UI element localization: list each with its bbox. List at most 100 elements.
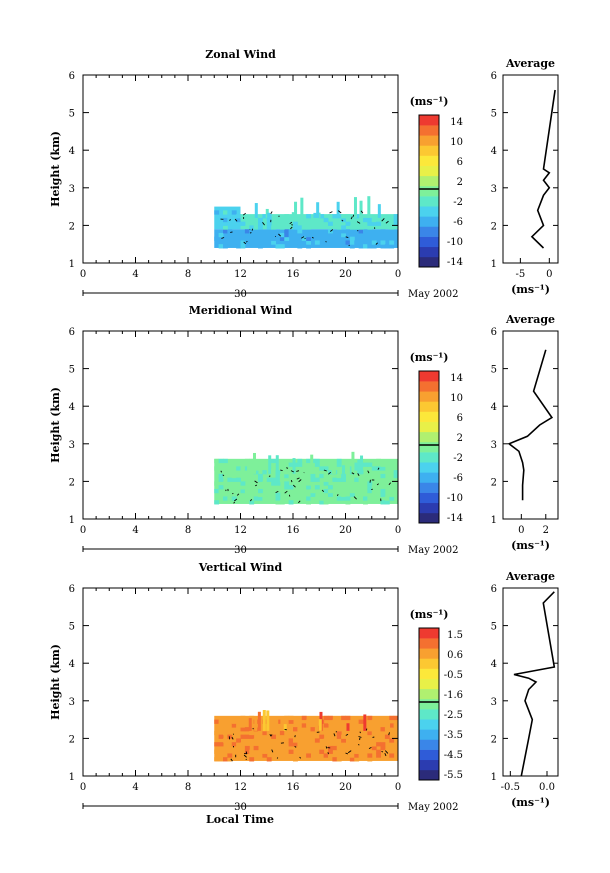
heatmap-cell — [371, 496, 377, 501]
heatmap-cell — [323, 217, 329, 223]
heatmap-cell — [380, 477, 386, 482]
heatmap-cell — [384, 244, 390, 249]
heatmap-cell — [240, 742, 246, 747]
y-tick-label: 4 — [69, 659, 75, 670]
heatmap-cell — [389, 240, 395, 245]
colorbar-swatch — [419, 196, 439, 207]
heatmap-cell — [258, 236, 263, 241]
colorbar-swatch — [419, 739, 439, 750]
x-tick-label: 16 — [287, 525, 300, 536]
heatmap-cell — [214, 210, 220, 215]
heatmap-cell — [231, 723, 237, 728]
y-tick-label: 4 — [69, 402, 75, 413]
heatmap-cell — [279, 473, 285, 479]
heatmap-cell — [328, 488, 333, 494]
heatmap-cell — [306, 236, 311, 241]
heatmap-cell — [240, 481, 246, 486]
heatmap-cell — [380, 229, 386, 234]
heatmap-spike — [267, 212, 271, 218]
heatmap-cell — [279, 462, 285, 467]
heatmap-cell — [223, 738, 228, 743]
heatmap-cell — [323, 221, 329, 226]
heatmap-cell — [358, 719, 364, 724]
heatmap-cell — [367, 240, 373, 245]
heatmap-cell — [345, 496, 351, 501]
heatmap-cell — [284, 745, 290, 751]
heatmap-cell — [236, 477, 241, 482]
heatmap-cell — [349, 225, 355, 230]
avg-y-tick-label: 5 — [491, 622, 497, 633]
heatmap-cell — [297, 229, 303, 234]
heatmap-cell — [240, 466, 246, 471]
heatmap-cell — [297, 477, 303, 482]
colorbar-swatch — [419, 678, 439, 690]
heatmap-cell — [367, 488, 373, 494]
heatmap-cell — [258, 492, 263, 497]
heatmap-cell — [297, 473, 303, 479]
heatmap-cell — [341, 738, 346, 743]
heatmap-cell — [358, 753, 364, 758]
day-label: 30 — [234, 289, 247, 300]
heatmap-cell — [301, 727, 307, 732]
heatmap-cell — [262, 470, 268, 475]
heatmap-cell — [293, 727, 298, 732]
colorbar-swatch — [419, 155, 439, 166]
heatmap-cell — [363, 229, 368, 234]
colorbar-tick-label: 10 — [450, 137, 463, 148]
heatmap-cell — [293, 240, 298, 245]
heatmap-cell — [258, 488, 263, 494]
heatmap-cell — [323, 488, 329, 494]
heatmap-cell — [306, 240, 311, 245]
heatmap-cell — [227, 477, 233, 482]
heatmap-cell — [389, 738, 395, 743]
heatmap-cell — [354, 749, 360, 754]
heatmap-cell — [306, 466, 311, 471]
heatmap-cell — [354, 745, 360, 751]
heatmap-cell — [297, 753, 303, 758]
heatmap-cell — [341, 496, 346, 501]
heatmap-cell — [376, 753, 381, 758]
heatmap-cell — [341, 745, 346, 751]
heatmap-cell — [227, 236, 233, 241]
heatmap-cell — [223, 229, 228, 234]
colorbar-swatch — [419, 648, 439, 659]
heatmap-cell — [314, 485, 320, 490]
heatmap-cell — [279, 500, 285, 505]
heatmap-cell — [367, 485, 373, 490]
heatmap-spike — [254, 203, 258, 218]
heatmap-cell — [249, 473, 255, 479]
heatmap-cell — [236, 719, 241, 724]
avg-y-tick-label: 1 — [491, 515, 497, 526]
heatmap-cell — [227, 734, 233, 739]
heatmap-cell — [328, 745, 333, 751]
heatmap-cell — [240, 723, 246, 728]
heatmap-cell — [231, 477, 237, 482]
heatmap-cell — [389, 723, 395, 728]
heatmap-cell — [363, 500, 368, 505]
heatmap-cell — [236, 240, 241, 245]
heatmap-cell — [336, 730, 342, 736]
x-tick-label: 4 — [132, 782, 138, 793]
colorbar-swatch — [419, 749, 439, 761]
heatmap-cell — [367, 757, 373, 762]
heatmap-spike — [313, 212, 317, 218]
avg-x-tick-label: 0.0 — [539, 782, 555, 793]
heatmap-cell — [380, 240, 386, 245]
heatmap-cell — [323, 477, 329, 482]
colorbar-frame — [418, 114, 440, 268]
colorbar-swatch — [419, 698, 439, 710]
heatmap-cell — [231, 742, 237, 747]
y-axis-label: Height (km) — [49, 131, 62, 207]
heatmap-cell — [319, 500, 325, 505]
x-tick-label: 16 — [287, 269, 300, 280]
heatmap-cell — [275, 244, 281, 249]
heatmap-cell — [336, 229, 342, 234]
heatmap-cell — [223, 481, 228, 486]
colorbar-tick-label: 14 — [450, 117, 463, 128]
heatmap-cell — [341, 734, 346, 739]
heatmap-cell — [349, 757, 355, 762]
heatmap-cell — [319, 734, 325, 739]
heatmap-cell — [389, 470, 395, 475]
heatmap-cell — [323, 466, 329, 471]
colorbar-swatch — [419, 668, 439, 679]
